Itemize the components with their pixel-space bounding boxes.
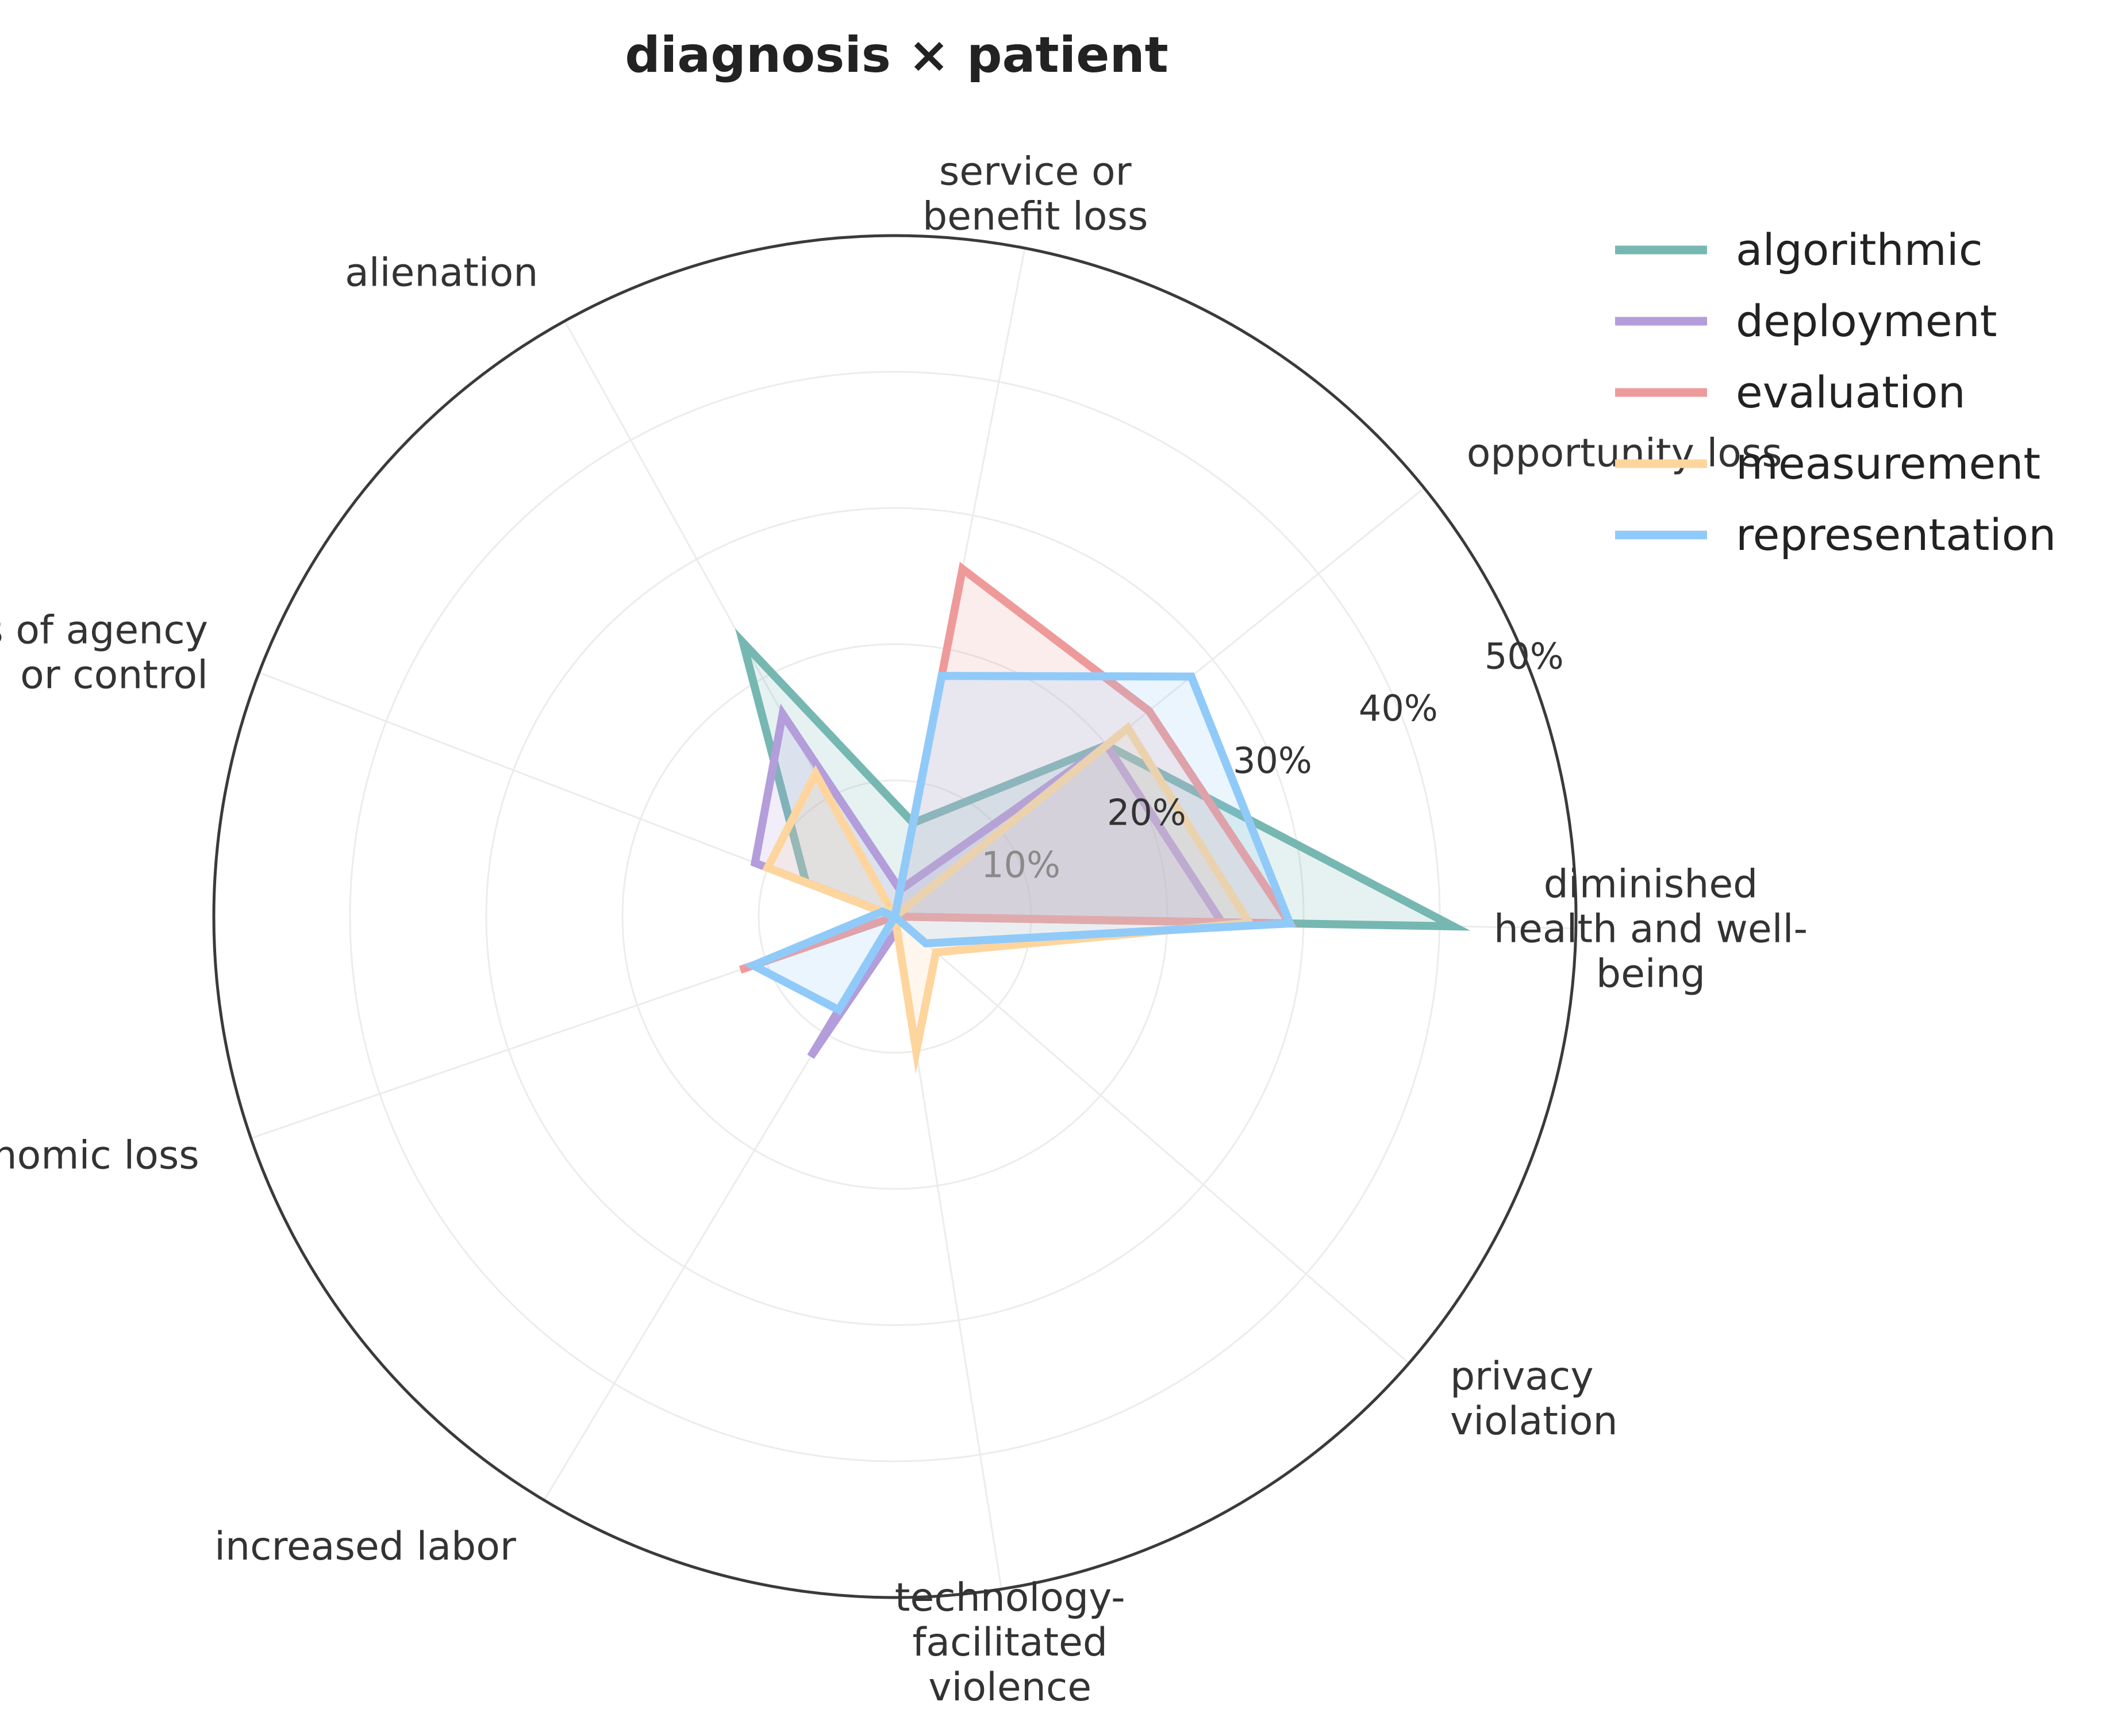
category-label-line: technology- (895, 1575, 1125, 1620)
category-label-line: opportunity loss (1467, 431, 1782, 476)
category-label: increased labor (214, 1524, 516, 1569)
category-label-line: privacy (1450, 1354, 1594, 1399)
series-fill-measurement (767, 727, 1250, 1052)
category-label-line: violence (928, 1665, 1091, 1710)
series-fill-evaluation (740, 569, 1290, 970)
category-label: alienation (345, 251, 538, 296)
r-tick-label: 20% (1107, 792, 1186, 834)
series-fill-algorithmic (743, 642, 1454, 926)
category-label-line: loss of agency (0, 607, 208, 653)
category-label-line: service or (939, 149, 1132, 195)
category-label-line: diminished (1544, 861, 1758, 907)
category-label-line: facilitated (912, 1620, 1108, 1665)
legend-label-representation: representation (1736, 509, 2056, 560)
series-line-measurement (762, 722, 1256, 1074)
legend: algorithmic deployment evaluation measureme… (1615, 224, 2056, 560)
category-label-line: or control (20, 652, 208, 698)
series-fill-deployment (755, 714, 1222, 1057)
r-tick-label: 50% (1485, 636, 1564, 678)
r-tick-label: 30% (1233, 740, 1312, 782)
r-tick-label: 40% (1359, 687, 1438, 729)
chart-title: diagnosis × patient (625, 26, 1168, 84)
category-label-line: increased labor (214, 1524, 516, 1569)
category-label-line: being (1596, 951, 1705, 996)
grid-ring (621, 643, 1168, 1190)
series-layer (735, 561, 1471, 1074)
category-label-line: alienation (345, 251, 538, 296)
category-label-line: health and well- (1494, 906, 1808, 952)
polar-spine (212, 234, 1578, 1599)
category-label: economic loss (0, 1133, 199, 1179)
category-label: opportunity loss (1467, 431, 1782, 476)
category-label-line: benefit loss (922, 194, 1148, 240)
legend-label-algorithmic: algorithmic (1736, 224, 1983, 275)
category-label: technology-facilitated violence (895, 1575, 1125, 1710)
category-label-line: economic loss (0, 1133, 199, 1179)
r-tick-label: 10% (981, 844, 1060, 886)
legend-label-evaluation: evaluation (1736, 367, 1966, 418)
category-label: diminished health and well-being (1494, 861, 1808, 996)
legend-label-deployment: deployment (1736, 295, 1997, 347)
series-line-representation (743, 672, 1296, 1015)
grid-spoke (894, 915, 1410, 1364)
tick-layer: 10% 20% 30% 40% 50% (981, 636, 1564, 886)
category-label-layer: diminished health and well-being opportuni… (0, 149, 1808, 1711)
category-label-line: violation (1450, 1399, 1618, 1444)
grid-ring (485, 507, 1305, 1326)
category-label: privacy violation (1450, 1354, 1618, 1444)
legend-label-measurement: measurement (1736, 438, 2040, 489)
category-label: service or benefit loss (922, 149, 1148, 240)
